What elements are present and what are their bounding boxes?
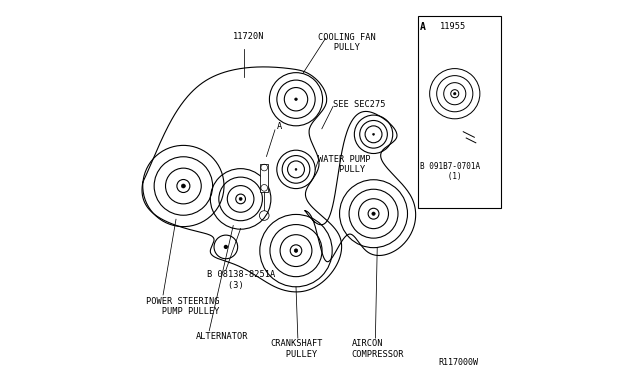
Circle shape — [181, 184, 186, 188]
Text: WATER PUMP
    PULLY: WATER PUMP PULLY — [318, 155, 371, 174]
Text: A: A — [276, 122, 282, 131]
Text: COOLING FAN
   PULLY: COOLING FAN PULLY — [318, 33, 376, 52]
Bar — [260, 164, 268, 192]
Text: 11955: 11955 — [440, 22, 467, 31]
Text: AIRCON
COMPRESSOR: AIRCON COMPRESSOR — [351, 339, 404, 359]
Circle shape — [295, 169, 297, 170]
Text: CRANKSHAFT
   PULLEY: CRANKSHAFT PULLEY — [270, 339, 323, 359]
Text: A: A — [420, 22, 426, 32]
Circle shape — [239, 198, 242, 201]
Text: POWER STEERING
   PUMP PULLEY: POWER STEERING PUMP PULLEY — [147, 297, 220, 316]
Circle shape — [294, 249, 298, 253]
Text: SEE SEC275: SEE SEC275 — [333, 100, 385, 109]
Text: B 08138-8251A
    (3): B 08138-8251A (3) — [207, 270, 276, 289]
Circle shape — [294, 98, 298, 100]
Text: ALTERNATOR: ALTERNATOR — [196, 332, 249, 341]
Bar — [418, 16, 501, 208]
Circle shape — [372, 212, 375, 215]
Circle shape — [224, 245, 228, 249]
Text: 11720N: 11720N — [233, 32, 265, 41]
Text: B 091B7-0701A
      (1): B 091B7-0701A (1) — [420, 162, 481, 182]
Text: R117000W: R117000W — [438, 358, 479, 367]
Circle shape — [372, 133, 374, 135]
Circle shape — [454, 92, 456, 95]
